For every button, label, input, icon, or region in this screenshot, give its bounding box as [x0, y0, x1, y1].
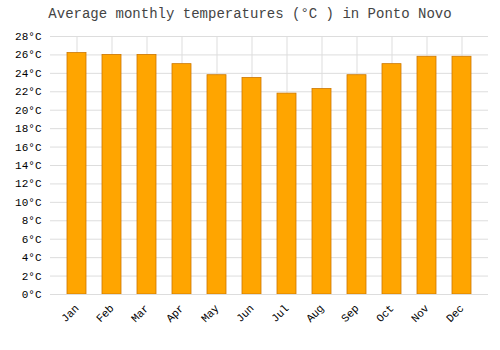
svg-text:16°C: 16°C	[15, 142, 42, 154]
svg-text:8°C: 8°C	[22, 215, 42, 227]
svg-text:Dec: Dec	[444, 302, 466, 324]
svg-text:2°C: 2°C	[22, 271, 42, 283]
html-text:Average monthly temperatures (: Average monthly temperatures (°C ) in Po…	[48, 6, 452, 22]
svg-text:14°C: 14°C	[15, 160, 42, 172]
svg-text:Oct: Oct	[374, 302, 396, 324]
svg-text:22°C: 22°C	[15, 86, 42, 98]
svg-text:Mar: Mar	[129, 302, 151, 324]
svg-text:18°C: 18°C	[15, 123, 42, 135]
svg-text:12°C: 12°C	[15, 178, 42, 190]
svg-text:28°C: 28°C	[15, 31, 42, 43]
svg-text:4°C: 4°C	[22, 252, 42, 264]
svg-text:Jan: Jan	[59, 302, 81, 324]
svg-text:Apr: Apr	[164, 302, 186, 324]
svg-text:0°C: 0°C	[22, 289, 42, 301]
svg-text:Nov: Nov	[409, 302, 432, 325]
svg-text:24°C: 24°C	[15, 68, 42, 80]
svg-text:20°C: 20°C	[15, 105, 42, 117]
svg-text:Aug: Aug	[304, 302, 326, 324]
svg-text:Sep: Sep	[339, 302, 361, 324]
svg-text:Jun: Jun	[234, 302, 256, 324]
svg-text:Jul: Jul	[269, 302, 291, 324]
svg-text:Feb: Feb	[94, 302, 116, 324]
svg-text:10°C: 10°C	[15, 197, 42, 209]
svg-text:26°C: 26°C	[15, 49, 42, 61]
svg-text:6°C: 6°C	[22, 234, 42, 246]
svg-text:May: May	[199, 302, 222, 325]
